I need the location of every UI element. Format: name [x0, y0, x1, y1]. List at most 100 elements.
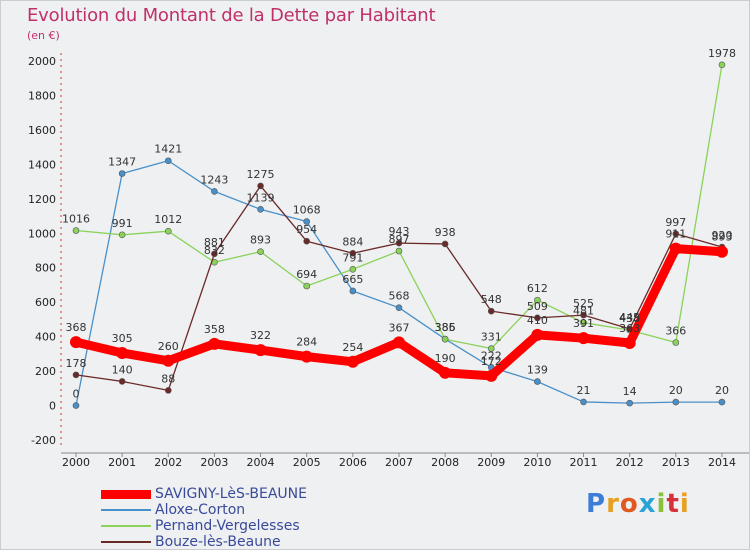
- data-label: 893: [250, 234, 271, 247]
- logo-letter: t: [666, 489, 680, 519]
- y-tick-label: 200: [35, 365, 56, 378]
- legend-label: SAVIGNY-LèS-BEAUNE: [155, 486, 307, 502]
- data-point: [349, 265, 357, 273]
- x-tick-label: 2000: [62, 456, 90, 469]
- data-point: [672, 230, 680, 238]
- data-label: 1068: [293, 204, 321, 217]
- x-tick-label: 2002: [154, 456, 182, 469]
- chart-title: Evolution du Montant de la Dette par Hab…: [27, 5, 436, 26]
- data-point: [72, 371, 80, 379]
- legend-swatch: [101, 490, 151, 499]
- y-tick-label: 1600: [28, 124, 56, 137]
- y-tick-label: -200: [31, 434, 56, 447]
- data-point: [577, 332, 590, 345]
- data-point: [72, 227, 80, 234]
- data-point: [118, 378, 126, 385]
- data-label: 284: [296, 336, 317, 349]
- data-point: [70, 336, 82, 349]
- data-label: 525: [573, 297, 594, 310]
- x-tick-label: 2013: [662, 456, 690, 469]
- x-tick-label: 2014: [708, 456, 736, 469]
- data-point: [715, 245, 728, 258]
- data-point: [211, 188, 218, 195]
- data-point: [303, 237, 311, 245]
- data-point: [349, 249, 357, 257]
- x-tick-label: 2008: [431, 456, 459, 469]
- data-point: [672, 339, 680, 346]
- data-label: 21: [577, 384, 591, 397]
- data-point: [580, 311, 587, 319]
- data-point: [118, 231, 126, 239]
- data-point: [626, 399, 633, 407]
- logo-letter: r: [606, 489, 620, 519]
- data-label: 991: [112, 217, 133, 230]
- logo-letter: o: [619, 489, 639, 519]
- logo-letter: i: [679, 489, 690, 519]
- data-label: 222: [481, 349, 502, 362]
- data-label: 445: [619, 311, 640, 324]
- data-point: [72, 402, 80, 409]
- data-label: 548: [481, 293, 502, 306]
- logo-letter: P: [586, 489, 607, 519]
- data-point: [441, 240, 449, 248]
- data-label: 1347: [108, 155, 136, 168]
- data-label: 88: [161, 372, 175, 385]
- data-label: 1139: [247, 191, 275, 204]
- data-label: 368: [66, 321, 87, 334]
- y-tick-label: 1400: [28, 158, 56, 171]
- x-tick-label: 2006: [339, 456, 367, 469]
- data-point: [395, 247, 403, 255]
- y-tick-label: 0: [49, 400, 56, 413]
- data-label: 139: [527, 364, 548, 377]
- data-label: 893: [711, 231, 732, 244]
- x-tick-label: 2010: [523, 456, 551, 469]
- data-point: [116, 347, 129, 360]
- data-label: 612: [527, 282, 548, 295]
- data-point: [211, 250, 218, 258]
- data-point: [257, 182, 264, 190]
- data-label: 366: [665, 324, 686, 337]
- data-label: 190: [435, 352, 456, 365]
- data-point: [300, 350, 313, 363]
- data-point: [487, 307, 495, 315]
- data-point: [257, 206, 264, 213]
- data-point: [531, 328, 544, 341]
- data-label: 481: [573, 305, 594, 318]
- data-label: 0: [73, 388, 80, 401]
- data-label: 911: [665, 228, 686, 241]
- data-point: [439, 366, 452, 379]
- data-label: 568: [388, 290, 409, 303]
- data-label: 20: [669, 384, 683, 397]
- data-label: 1978: [708, 47, 736, 60]
- data-label: 358: [204, 323, 225, 336]
- data-label: 832: [204, 244, 225, 257]
- data-point: [718, 61, 726, 69]
- data-point: [118, 170, 126, 177]
- data-point: [580, 319, 587, 326]
- data-label: 305: [112, 332, 133, 345]
- data-label: 20: [715, 384, 729, 397]
- data-point: [718, 398, 726, 406]
- data-point: [395, 239, 403, 247]
- x-tick-label: 2012: [616, 456, 644, 469]
- data-point: [346, 355, 359, 368]
- data-label: 385: [435, 321, 456, 334]
- data-label: 1016: [62, 213, 90, 226]
- data-label: 322: [250, 329, 271, 342]
- y-tick-label: 2000: [28, 55, 56, 68]
- data-point: [257, 248, 264, 256]
- data-label: 791: [342, 251, 363, 264]
- data-label: 1012: [154, 213, 182, 226]
- data-point: [392, 336, 405, 349]
- data-point: [534, 378, 541, 385]
- data-point: [164, 227, 172, 235]
- data-label: 140: [112, 363, 133, 376]
- data-point: [349, 287, 357, 295]
- legend-swatch: [101, 525, 151, 527]
- data-label: 367: [388, 321, 409, 334]
- x-tick-label: 2005: [293, 456, 321, 469]
- data-label: 172: [481, 355, 502, 368]
- data-label: 1421: [154, 143, 182, 156]
- series-line-1: [75, 160, 723, 407]
